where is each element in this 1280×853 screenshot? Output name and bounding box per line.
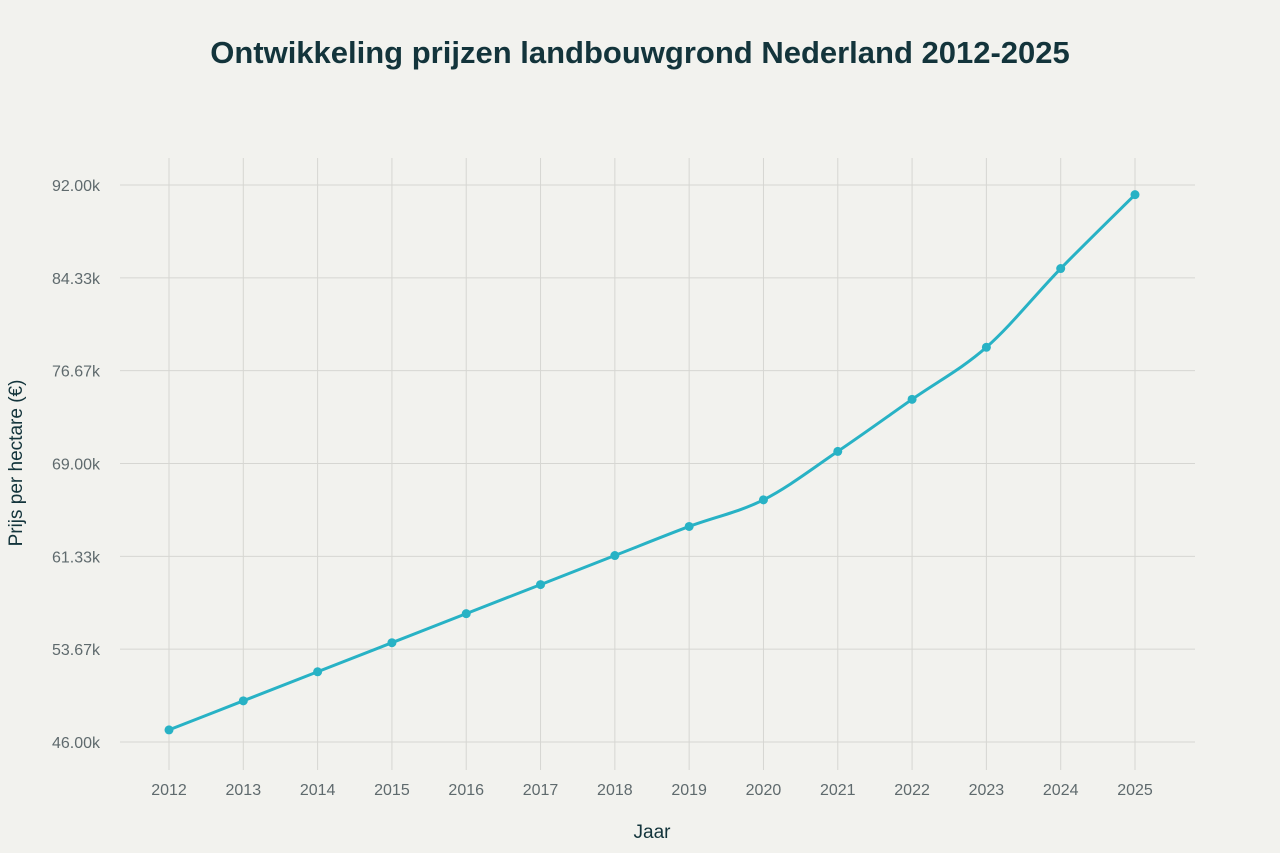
- data-point: [313, 667, 323, 677]
- grid: [120, 158, 1195, 770]
- data-point: [387, 638, 397, 648]
- data-point: [758, 495, 768, 505]
- data-point: [684, 521, 694, 531]
- x-tick-label: 2014: [300, 782, 336, 799]
- x-tick-label: 2024: [1043, 782, 1079, 799]
- x-tick-label: 2012: [151, 782, 187, 799]
- chart-title: Ontwikkeling prijzen landbouwgrond Neder…: [210, 35, 1070, 70]
- data-point: [536, 580, 546, 590]
- x-tick-label: 2021: [820, 782, 856, 799]
- y-tick-label: 92.00k: [52, 178, 101, 195]
- data-point: [238, 696, 248, 706]
- x-tick-label: 2018: [597, 782, 633, 799]
- data-points: [164, 190, 1140, 735]
- data-point: [461, 609, 471, 619]
- x-axis: 2012 2013 2014 2015 2016 2017 2018 2019 2020 2021…: [151, 782, 1153, 799]
- x-tick-label: 2015: [374, 782, 410, 799]
- x-tick-label: 2017: [523, 782, 559, 799]
- y-tick-label: 76.67k: [52, 364, 101, 381]
- y-tick-label: 84.33k: [52, 271, 101, 288]
- x-tick-label: 2023: [969, 782, 1005, 799]
- x-tick-label: 2013: [226, 782, 262, 799]
- data-point: [164, 725, 174, 735]
- data-point: [981, 342, 991, 352]
- x-tick-label: 2025: [1117, 782, 1153, 799]
- x-tick-label: 2022: [894, 782, 930, 799]
- data-point: [1056, 264, 1066, 274]
- y-tick-label: 46.00k: [52, 735, 101, 752]
- data-point: [1130, 190, 1140, 200]
- data-point: [610, 551, 620, 561]
- y-axis-title: Prijs per hectare (€): [6, 380, 27, 547]
- y-tick-label: 61.33k: [52, 549, 101, 566]
- y-axis: 46.00k 53.67k 61.33k 69.00k 76.67k 84.33k 92.0…: [52, 178, 101, 752]
- x-axis-title: Jaar: [634, 822, 672, 843]
- x-tick-label: 2019: [671, 782, 707, 799]
- y-tick-label: 69.00k: [52, 457, 101, 474]
- y-tick-label: 53.67k: [52, 642, 101, 659]
- x-tick-label: 2016: [448, 782, 484, 799]
- data-point: [833, 446, 843, 456]
- x-tick-label: 2020: [746, 782, 782, 799]
- data-point: [907, 394, 917, 404]
